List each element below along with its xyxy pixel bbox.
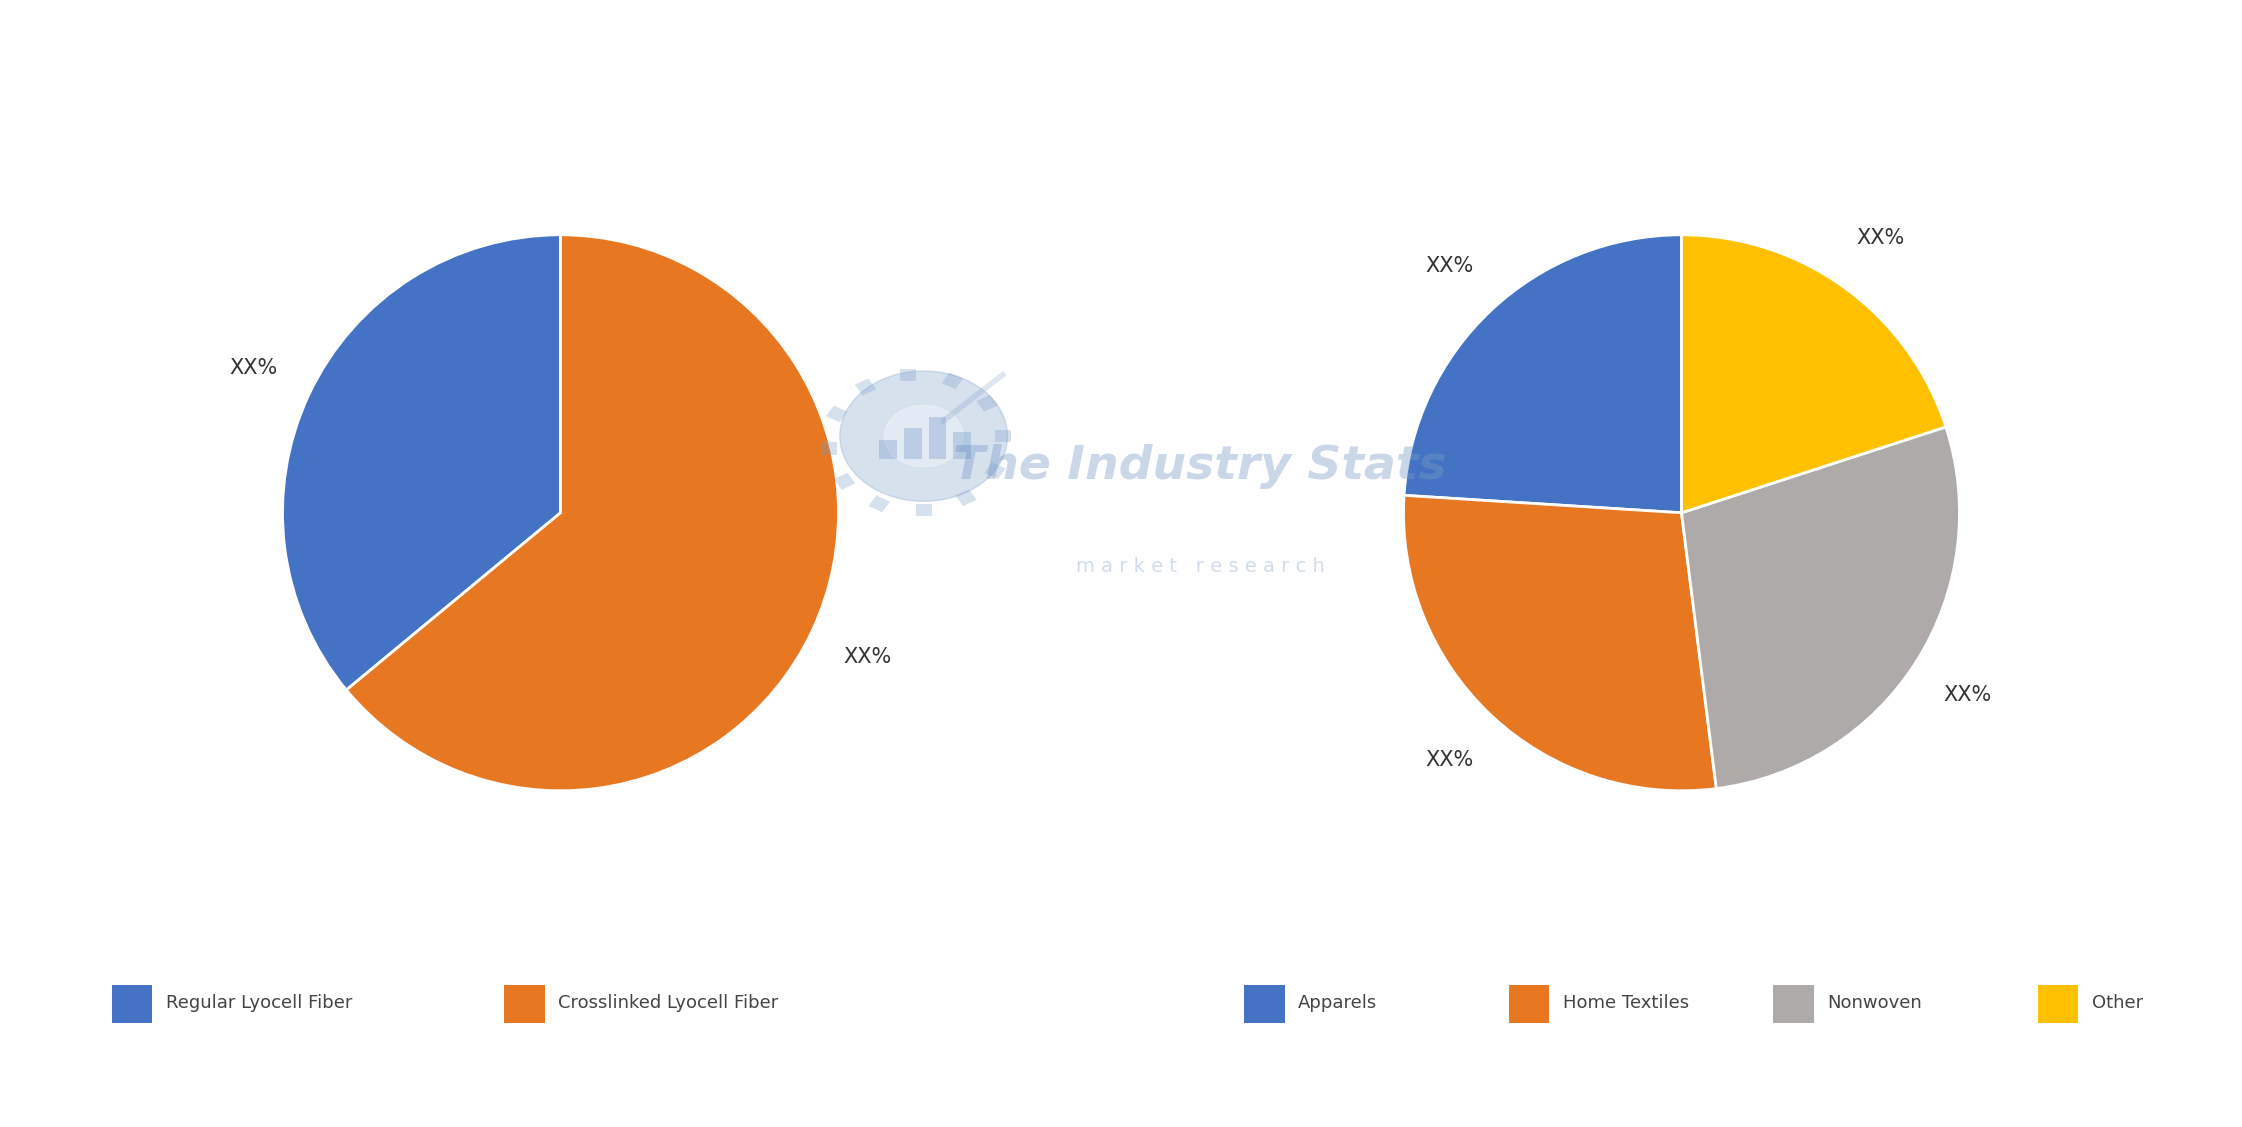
Wedge shape (1682, 234, 1946, 513)
Bar (915, 504, 933, 516)
Bar (942, 372, 964, 389)
Text: Crosslinked Lyocell Fiber: Crosslinked Lyocell Fiber (558, 994, 778, 1012)
Bar (953, 433, 971, 459)
Text: Email: sales@theindustrystats.com: Email: sales@theindustrystats.com (944, 1082, 1298, 1099)
Circle shape (841, 371, 1007, 502)
Bar (504, 985, 545, 1023)
Text: XX%: XX% (843, 647, 892, 667)
Text: Regular Lyocell Fiber: Regular Lyocell Fiber (166, 994, 352, 1012)
Text: XX%: XX% (1426, 256, 1473, 276)
Text: XX%: XX% (1944, 684, 1991, 704)
Text: Nonwoven: Nonwoven (1827, 994, 1921, 1012)
Text: Source: Theindustrystats Analysis: Source: Theindustrystats Analysis (22, 1082, 368, 1099)
Text: Apparels: Apparels (1298, 994, 1377, 1012)
Text: XX%: XX% (1426, 749, 1473, 770)
Wedge shape (345, 234, 839, 791)
Text: Other: Other (2092, 994, 2143, 1012)
Bar (1773, 985, 1814, 1023)
Bar (975, 394, 998, 411)
Text: Fig. Global Lyocell Fiber Market Share by Product Types & Application: Fig. Global Lyocell Fiber Market Share b… (27, 42, 1123, 70)
Circle shape (883, 406, 964, 467)
Bar (821, 442, 836, 454)
Bar (904, 428, 921, 459)
Text: The Industry Stats: The Industry Stats (953, 444, 1446, 489)
Bar (879, 440, 897, 459)
Text: Website: www.theindustrystats.com: Website: www.theindustrystats.com (1852, 1082, 2220, 1099)
Bar (899, 369, 915, 381)
Bar (955, 489, 978, 506)
Wedge shape (282, 234, 560, 690)
Text: Home Textiles: Home Textiles (1563, 994, 1688, 1012)
Text: XX%: XX% (229, 358, 278, 379)
Wedge shape (1403, 234, 1682, 513)
Bar (834, 473, 856, 490)
Text: XX%: XX% (1856, 229, 1906, 248)
Bar (112, 985, 152, 1023)
Text: m a r k e t   r e s e a r c h: m a r k e t r e s e a r c h (1076, 557, 1325, 576)
Bar (2038, 985, 2078, 1023)
Wedge shape (1403, 496, 1717, 791)
Bar (1509, 985, 1549, 1023)
Bar (854, 379, 877, 396)
Bar (1244, 985, 1285, 1023)
Wedge shape (1682, 427, 1960, 789)
Bar (995, 431, 1011, 442)
Bar (825, 406, 847, 423)
Bar (868, 496, 890, 512)
Bar (928, 417, 946, 459)
Bar (984, 462, 1007, 479)
